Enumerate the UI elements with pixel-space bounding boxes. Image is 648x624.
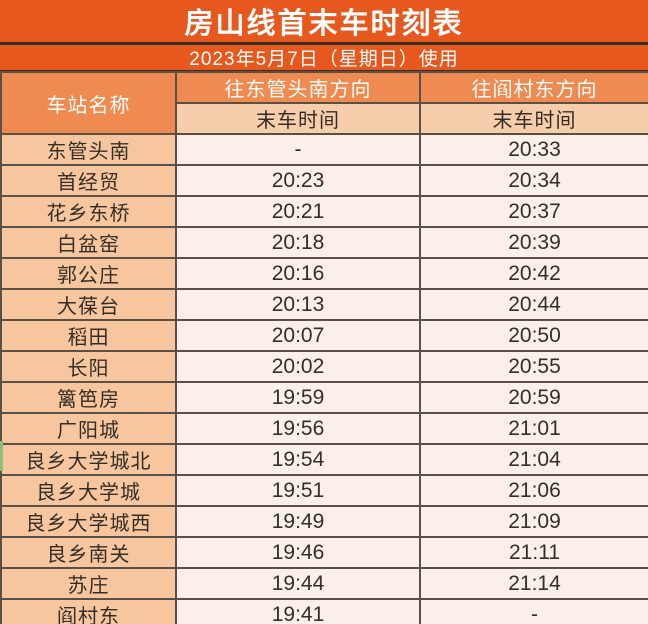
- table-row: 首经贸 20:23 20:34: [0, 164, 648, 197]
- direction-header-yancundong: 往阎村东方向: [419, 71, 648, 104]
- station-name-cell: 篱笆房: [0, 381, 177, 414]
- table-row: 良乡大学城西 19:49 21:09: [0, 505, 648, 538]
- station-name-cell: 首经贸: [0, 164, 177, 197]
- last-train-cell-dongguantounan: 20:18: [175, 226, 421, 259]
- last-train-cell-yancundong: 21:14: [419, 567, 648, 600]
- station-name-cell: 良乡大学城: [0, 474, 177, 507]
- last-train-cell-dongguantounan: 20:13: [175, 288, 421, 321]
- last-train-cell-yancundong: 21:01: [419, 412, 648, 445]
- last-train-cell-yancundong: 20:42: [419, 257, 648, 290]
- station-name-cell: 稻田: [0, 319, 177, 352]
- last-train-cell-yancundong: 20:37: [419, 195, 648, 228]
- last-train-cell-dongguantounan: 20:21: [175, 195, 421, 228]
- station-name-cell: 良乡南关: [0, 536, 177, 569]
- station-name-cell: 郭公庄: [0, 257, 177, 290]
- station-name-cell: 白盆窑: [0, 226, 177, 259]
- station-name-cell: 大葆台: [0, 288, 177, 321]
- last-train-cell-dongguantounan: 20:02: [175, 350, 421, 383]
- table-row: 花乡东桥 20:21 20:37: [0, 195, 648, 228]
- station-name-cell: 广阳城: [0, 412, 177, 445]
- left-edge-green-marker: [0, 441, 3, 471]
- page-title: 房山线首末车时刻表: [184, 8, 464, 40]
- station-name-cell: 长阳: [0, 350, 177, 383]
- station-name-cell: 良乡大学城北: [0, 443, 177, 476]
- station-name-cell: 良乡大学城西: [0, 505, 177, 538]
- last-train-cell-dongguantounan: 19:44: [175, 567, 421, 600]
- last-train-cell-dongguantounan: -: [175, 133, 421, 166]
- last-train-cell-dongguantounan: 19:56: [175, 412, 421, 445]
- last-train-cell-yancundong: 20:55: [419, 350, 648, 383]
- last-train-cell-dongguantounan: 20:07: [175, 319, 421, 352]
- table-row: 郭公庄 20:16 20:42: [0, 257, 648, 290]
- last-train-cell-dongguantounan: 19:46: [175, 536, 421, 569]
- last-train-cell-dongguantounan: 19:51: [175, 474, 421, 507]
- station-name-cell: 花乡东桥: [0, 195, 177, 228]
- table-row: 稻田 20:07 20:50: [0, 319, 648, 352]
- station-column-header: 车站名称: [0, 71, 177, 135]
- station-name-cell: 阎村东: [0, 598, 177, 624]
- last-train-cell-yancundong: 20:50: [419, 319, 648, 352]
- effective-date: 2023年5月7日（星期日）使用: [189, 49, 459, 70]
- direction-header-dongguantounan: 往东管头南方向: [175, 71, 421, 104]
- table-row: 苏庄 19:44 21:14: [0, 567, 648, 600]
- last-train-cell-dongguantounan: 20:23: [175, 164, 421, 197]
- last-train-cell-yancundong: 21:06: [419, 474, 648, 507]
- table-row: 白盆窑 20:18 20:39: [0, 226, 648, 259]
- table-row: 良乡大学城 19:51 21:06: [0, 474, 648, 507]
- table-row: 良乡南关 19:46 21:11: [0, 536, 648, 569]
- last-train-cell-yancundong: 20:59: [419, 381, 648, 414]
- timetable: 车站名称 往东管头南方向 往阎村东方向 末车时间 末车时间 东管头南 -20:33…: [0, 71, 648, 624]
- table-row: 广阳城 19:56 21:01: [0, 412, 648, 445]
- table-row: 良乡大学城北 19:54 21:04: [0, 443, 648, 476]
- subtitle-bar: 2023年5月7日（星期日）使用: [0, 45, 648, 71]
- table-row: 东管头南 -20:33: [0, 133, 648, 166]
- last-train-cell-dongguantounan: 19:49: [175, 505, 421, 538]
- last-train-cell-yancundong: 21:04: [419, 443, 648, 476]
- last-train-cell-dongguantounan: 19:54: [175, 443, 421, 476]
- last-train-cell-dongguantounan: 19:41: [175, 598, 421, 624]
- station-name-cell: 东管头南: [0, 133, 177, 166]
- last-train-subheader-dongguantounan: 末车时间: [175, 102, 421, 135]
- last-train-cell-yancundong: 20:33: [419, 133, 648, 166]
- table-row: 大葆台 20:13 20:44: [0, 288, 648, 321]
- header-row-directions: 车站名称 往东管头南方向 往阎村东方向: [0, 71, 648, 135]
- table-row: 篱笆房 19:59 20:59: [0, 381, 648, 414]
- table-row: 阎村东 19:41-: [0, 598, 648, 624]
- last-train-subheader-yancundong: 末车时间: [419, 102, 648, 135]
- table-row: 长阳 20:02 20:55: [0, 350, 648, 383]
- last-train-cell-yancundong: 20:44: [419, 288, 648, 321]
- last-train-cell-dongguantounan: 19:59: [175, 381, 421, 414]
- last-train-cell-yancundong: 20:39: [419, 226, 648, 259]
- title-bar: 房山线首末车时刻表: [0, 0, 648, 45]
- last-train-cell-yancundong: -: [419, 598, 648, 624]
- last-train-cell-yancundong: 20:34: [419, 164, 648, 197]
- last-train-cell-yancundong: 21:11: [419, 536, 648, 569]
- last-train-cell-dongguantounan: 20:16: [175, 257, 421, 290]
- last-train-cell-yancundong: 21:09: [419, 505, 648, 538]
- station-name-cell: 苏庄: [0, 567, 177, 600]
